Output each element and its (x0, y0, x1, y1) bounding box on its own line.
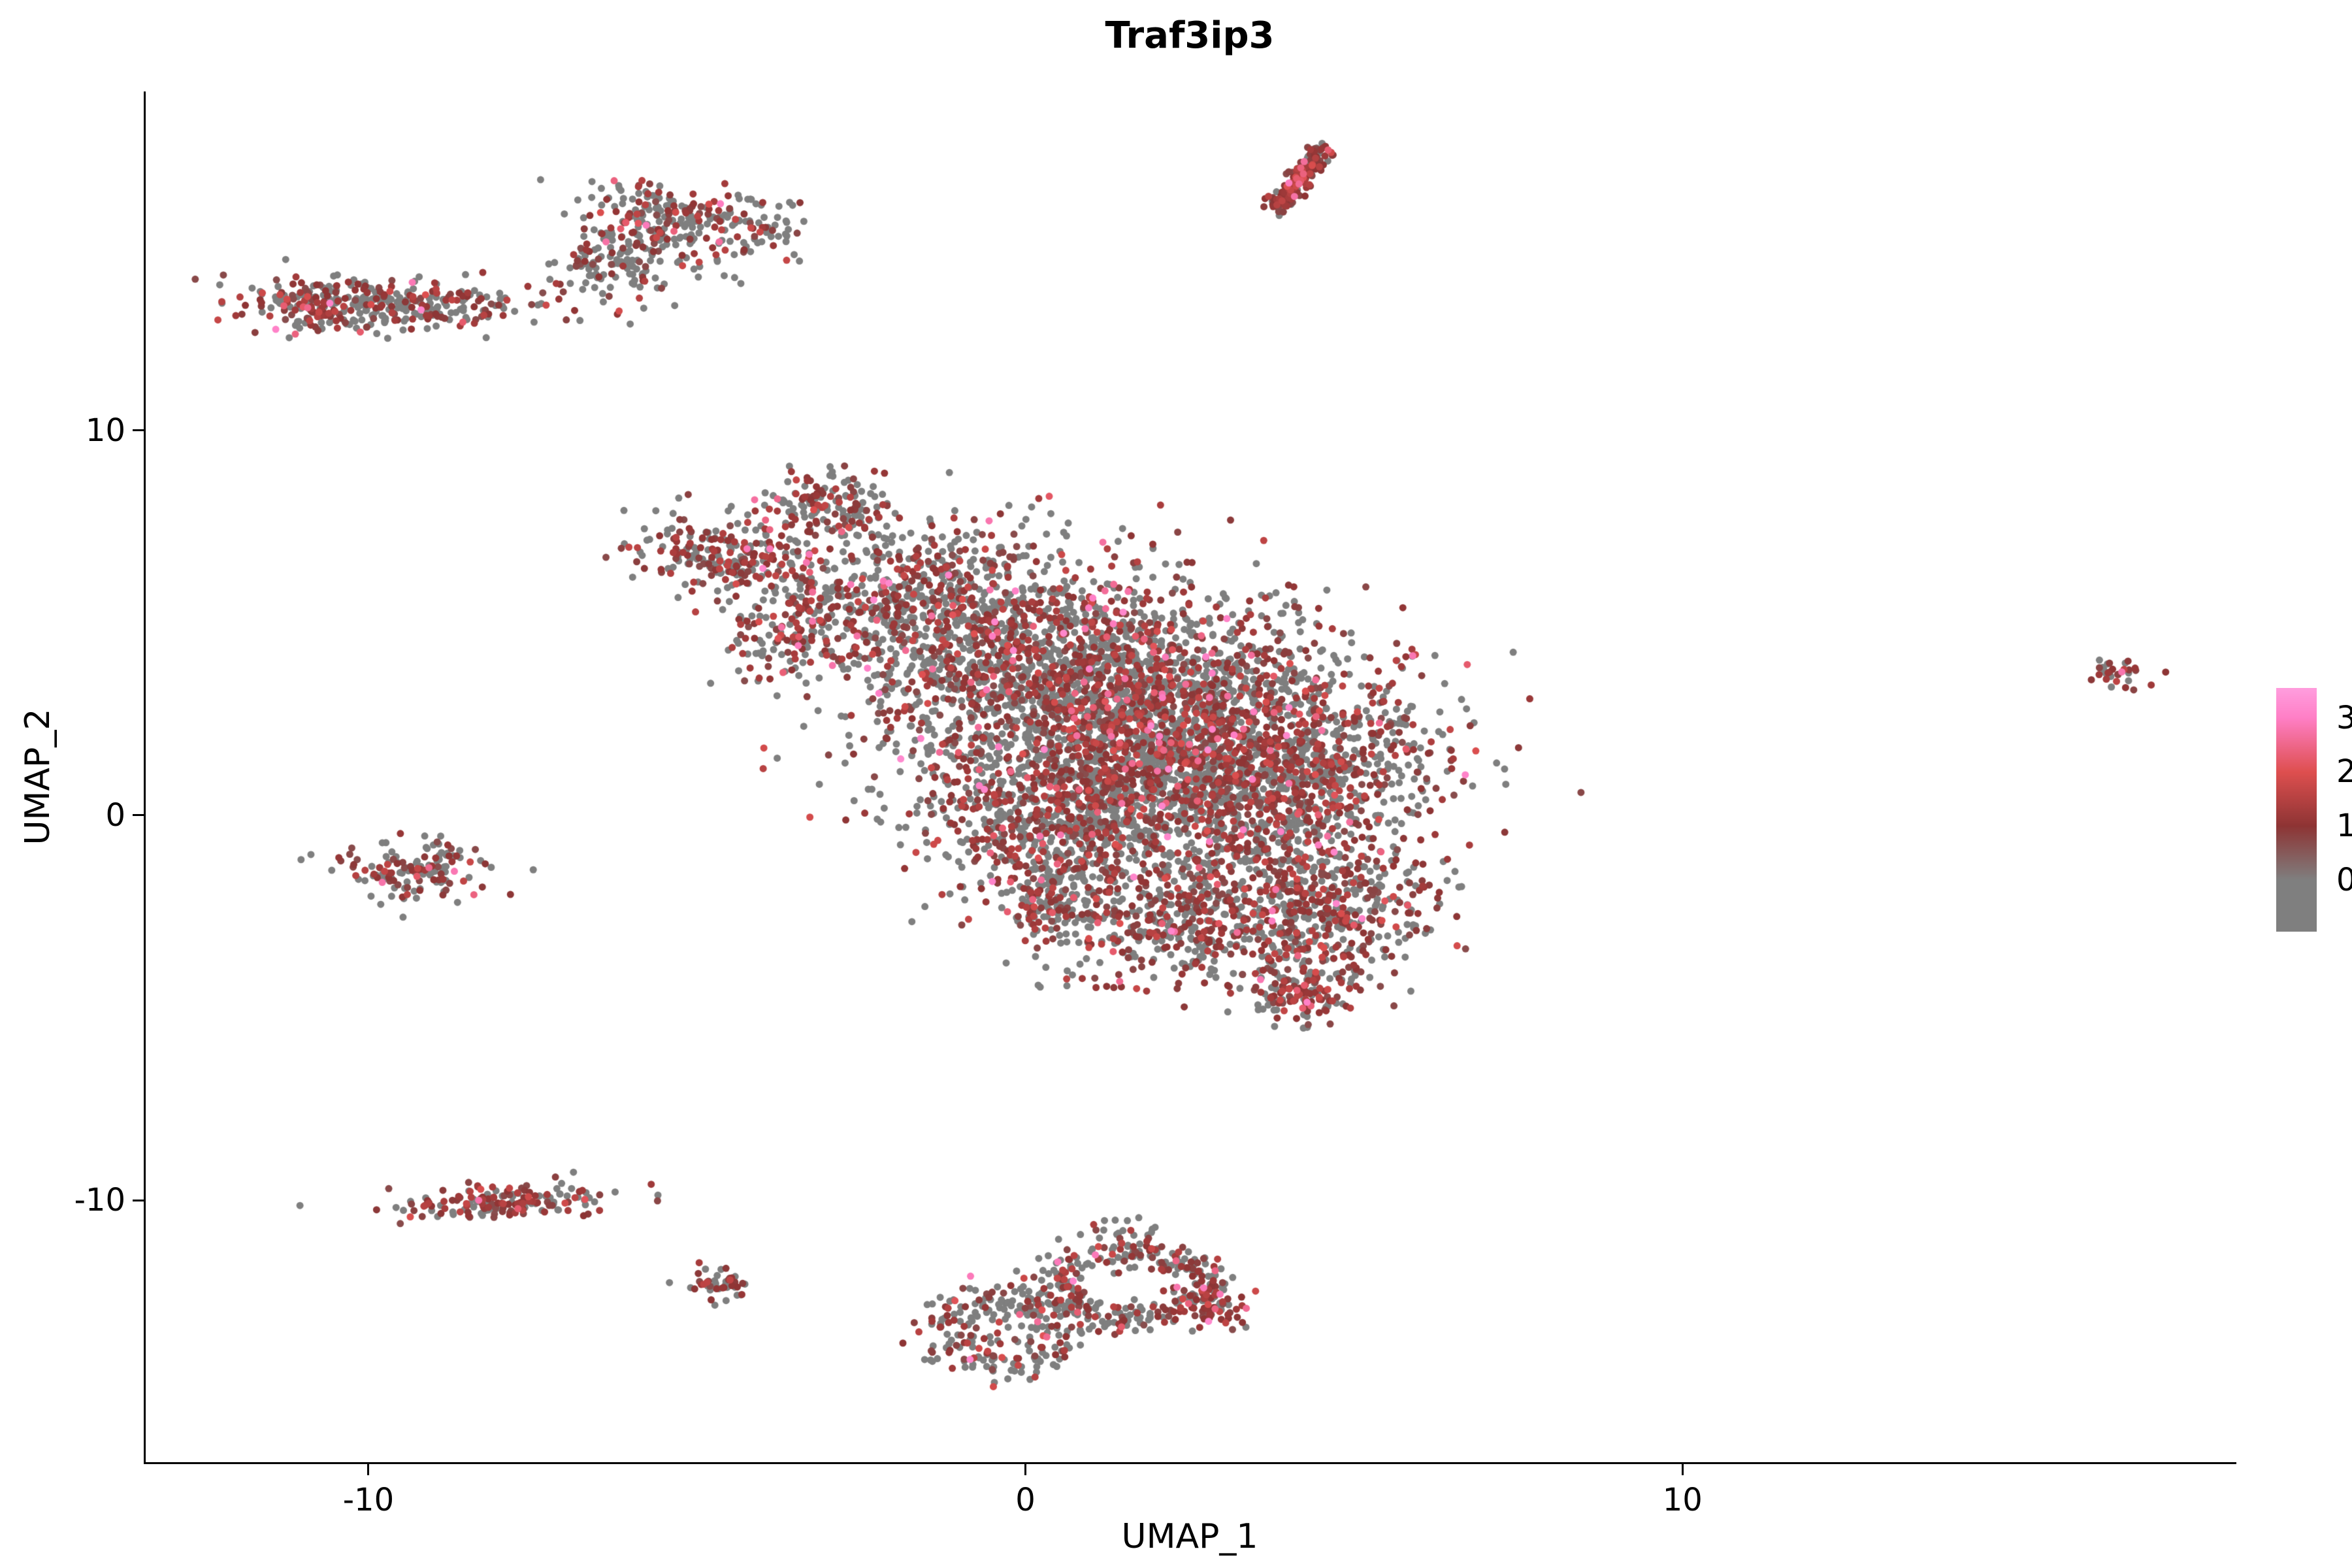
y-tick-mark (133, 1199, 144, 1201)
x-tick-label-2: 10 (1662, 1482, 1703, 1518)
x-tick-label-1: 0 (1015, 1482, 1036, 1518)
y-axis-title: UMAP_2 (18, 708, 57, 845)
legend-label-3: 3 (2336, 699, 2352, 736)
x-axis-title: UMAP_1 (1121, 1517, 1258, 1556)
y-tick-mark (133, 429, 144, 432)
legend-label-1: 1 (2336, 808, 2352, 845)
y-tick-mark (133, 814, 144, 817)
legend-label-0: 0 (2336, 862, 2352, 899)
y-tick-label-2: -10 (74, 1182, 125, 1219)
y-axis-line (144, 91, 146, 1464)
x-axis-line (144, 1462, 2236, 1464)
legend-label-2: 2 (2336, 753, 2352, 791)
plot-title: Traf3ip3 (1105, 14, 1275, 57)
colorbar-gradient (2276, 688, 2317, 932)
x-tick-mark (1024, 1464, 1027, 1475)
x-tick-mark (1681, 1464, 1684, 1475)
x-tick-label-0: -10 (342, 1482, 395, 1518)
y-tick-label-0: 10 (85, 412, 125, 449)
x-tick-mark (367, 1464, 370, 1475)
colorbar-legend: 3 2 1 0 (2276, 688, 2352, 932)
y-tick-label-1: 0 (105, 796, 125, 834)
